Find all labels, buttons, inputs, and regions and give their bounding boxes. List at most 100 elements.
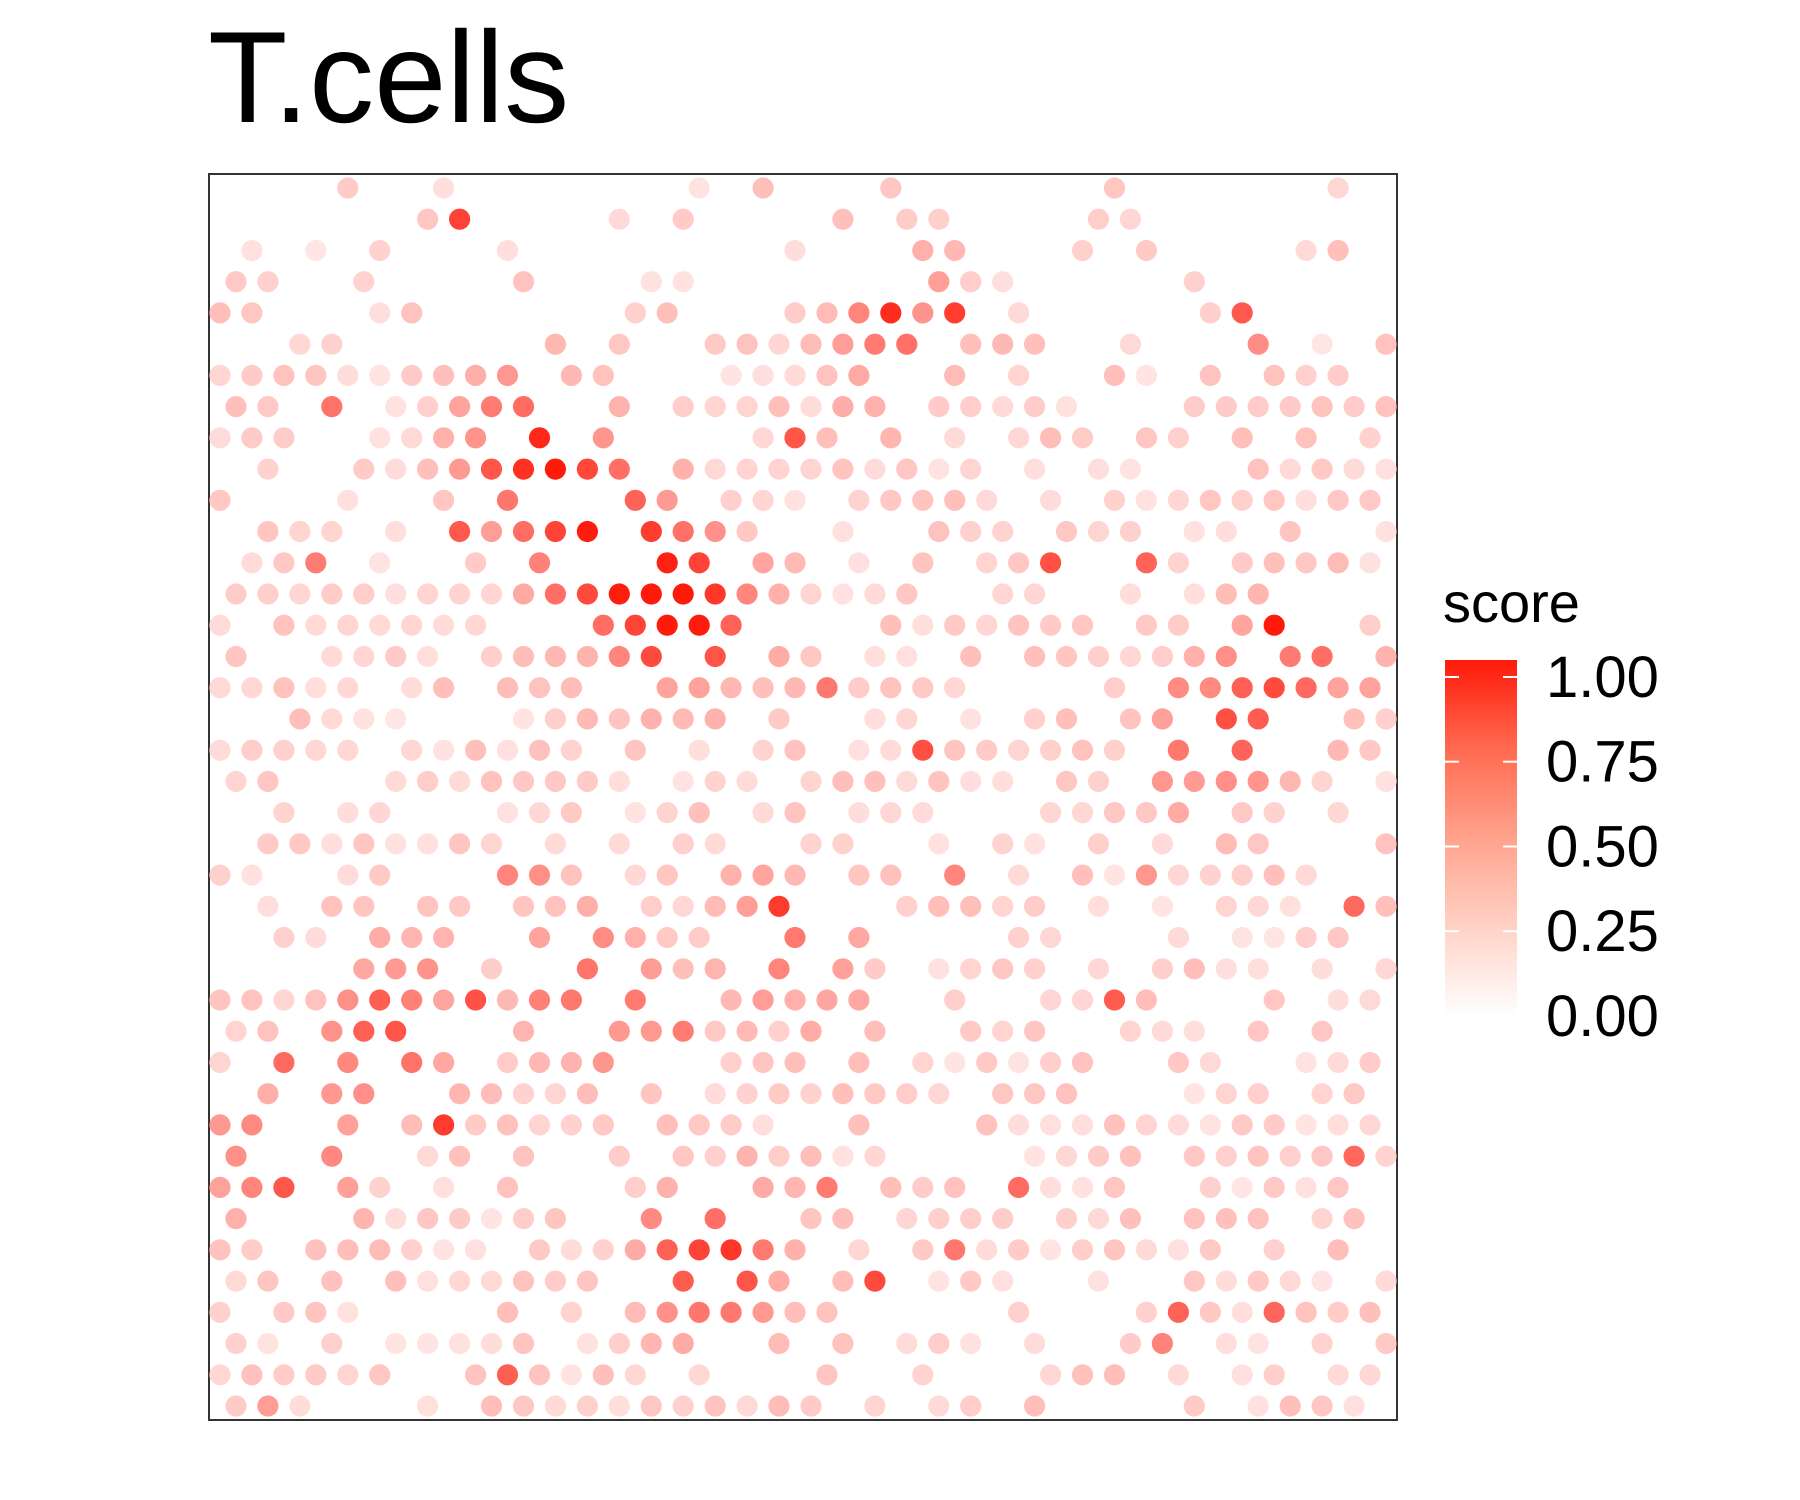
data-point	[465, 427, 487, 449]
data-point	[832, 833, 854, 855]
data-point	[992, 770, 1014, 793]
data-point	[337, 1176, 359, 1198]
data-point	[800, 1145, 822, 1167]
data-point	[1183, 958, 1205, 980]
data-point	[337, 864, 359, 886]
data-point	[880, 614, 902, 636]
data-point	[1087, 1208, 1110, 1230]
data-point	[1040, 614, 1062, 636]
data-point	[1247, 333, 1269, 355]
data-point	[544, 708, 567, 730]
data-point	[385, 770, 407, 793]
data-point	[544, 583, 567, 605]
data-point	[209, 739, 231, 761]
data-point	[640, 708, 662, 730]
data-point	[273, 926, 295, 949]
data-point	[496, 489, 519, 511]
data-point	[928, 1208, 950, 1230]
data-point	[944, 614, 966, 636]
data-point	[784, 302, 806, 324]
data-point	[1263, 1176, 1285, 1198]
data-point	[1263, 614, 1285, 636]
data-point	[640, 645, 662, 668]
data-point	[832, 958, 854, 980]
data-point	[305, 239, 327, 262]
data-point	[1071, 1051, 1094, 1074]
data-point	[449, 583, 471, 605]
data-point	[736, 770, 758, 793]
data-point	[1040, 552, 1062, 574]
data-point	[736, 1395, 758, 1417]
data-point	[784, 552, 806, 574]
data-point	[864, 708, 886, 730]
data-point	[1024, 1083, 1046, 1105]
data-point	[433, 614, 455, 636]
data-point	[496, 802, 519, 824]
data-point	[848, 489, 870, 511]
data-point	[1231, 926, 1253, 949]
data-point	[992, 583, 1014, 605]
data-point	[608, 1332, 630, 1355]
data-point	[289, 1395, 311, 1417]
data-point	[944, 1239, 966, 1261]
data-point	[257, 396, 279, 418]
data-point	[720, 677, 742, 699]
data-point	[1167, 427, 1189, 449]
data-point	[576, 1270, 599, 1292]
data-point	[417, 458, 439, 480]
data-point	[1119, 1208, 1141, 1230]
data-point	[1215, 1145, 1237, 1167]
data-point	[1024, 645, 1046, 668]
data-point	[289, 833, 311, 855]
data-point	[1359, 552, 1381, 574]
data-point	[1343, 708, 1365, 730]
data-point	[1055, 770, 1078, 793]
data-point	[768, 708, 790, 730]
data-point	[1327, 239, 1349, 262]
data-point	[752, 1301, 774, 1323]
data-point	[512, 458, 535, 480]
data-point	[1247, 1208, 1269, 1230]
data-point	[337, 1364, 359, 1386]
data-point	[624, 489, 646, 511]
data-point	[848, 926, 870, 949]
data-point	[592, 1239, 614, 1261]
data-point	[449, 1332, 471, 1355]
data-point	[1263, 864, 1285, 886]
legend-tick-label: 1.00	[1546, 645, 1659, 710]
data-point	[1040, 1239, 1062, 1261]
data-point	[992, 958, 1014, 980]
data-point	[1231, 614, 1253, 636]
data-point	[1263, 552, 1285, 574]
data-point	[1024, 333, 1046, 355]
colorbar	[1445, 660, 1517, 1016]
data-point	[1215, 770, 1237, 793]
data-point	[704, 958, 726, 980]
data-point	[576, 708, 599, 730]
data-point	[337, 1301, 359, 1323]
data-point	[784, 1301, 806, 1323]
data-point	[752, 177, 774, 199]
data-point	[736, 520, 758, 543]
data-point	[704, 458, 726, 480]
data-point	[305, 552, 327, 574]
data-point	[1087, 1270, 1110, 1292]
data-point	[704, 1145, 726, 1167]
data-point	[528, 1114, 551, 1136]
data-point	[1135, 552, 1157, 574]
data-point	[1135, 989, 1157, 1011]
data-point	[1215, 396, 1237, 418]
data-point	[369, 989, 391, 1011]
data-point	[800, 458, 822, 480]
data-point	[592, 1114, 614, 1136]
data-point	[1215, 645, 1237, 668]
data-point	[401, 739, 423, 761]
data-point	[369, 1364, 391, 1386]
data-point	[337, 1114, 359, 1136]
data-point	[305, 614, 327, 636]
data-point	[385, 958, 407, 980]
data-point	[880, 427, 902, 449]
data-point	[417, 1208, 439, 1230]
data-point	[337, 739, 359, 761]
data-point	[225, 1332, 247, 1355]
